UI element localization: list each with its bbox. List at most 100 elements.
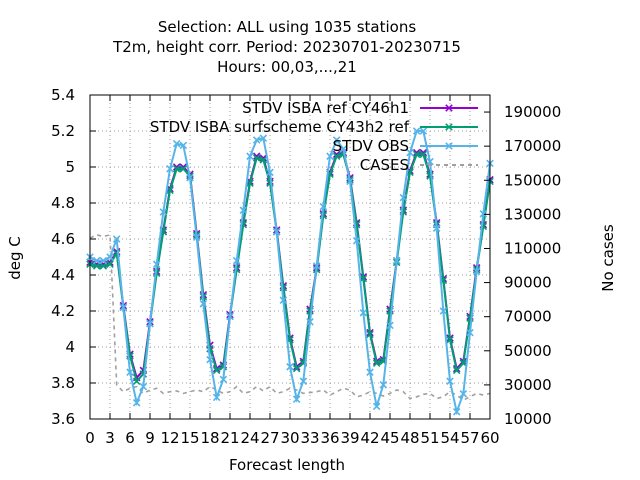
marker-stroke — [299, 377, 308, 385]
marker-stroke — [406, 148, 414, 157]
marker-stroke — [306, 318, 314, 326]
data-point — [126, 368, 134, 376]
marker-stroke — [172, 163, 181, 171]
y-axis-label: deg C — [6, 236, 24, 280]
legend-label: STDV ISBA surfscheme CY43h2 ref — [150, 118, 410, 136]
data-point — [392, 256, 401, 265]
data-point — [419, 150, 428, 159]
series-2 — [86, 127, 494, 416]
data-point — [459, 390, 468, 398]
legend-marker — [445, 142, 453, 150]
marker-stroke — [99, 262, 108, 270]
data-point — [92, 262, 101, 270]
marker-stroke — [372, 402, 381, 411]
data-point — [299, 377, 308, 385]
marker-stroke — [279, 283, 288, 292]
data-point — [132, 399, 141, 407]
data-point — [379, 381, 388, 389]
x-tick-label: 0 — [85, 429, 95, 447]
data-point — [106, 253, 114, 261]
marker-stroke — [119, 303, 128, 312]
data-point — [179, 165, 188, 173]
data-point — [259, 156, 268, 164]
marker-stroke — [386, 321, 394, 330]
marker-stroke — [339, 145, 348, 153]
marker-stroke — [132, 377, 141, 385]
y2-tick-label: 30000 — [504, 376, 552, 394]
y2-axis: 10000 30000 50000 70000 90000 110000 130000 150… — [484, 103, 561, 428]
data-point — [119, 303, 128, 312]
data-point — [412, 127, 421, 135]
marker-stroke — [379, 381, 388, 389]
x-tick-label: 54 — [440, 429, 459, 447]
legend-marker — [445, 123, 453, 131]
data-point — [112, 235, 121, 243]
x-tick-label: 15 — [180, 429, 199, 447]
marker-stroke — [419, 150, 428, 159]
marker-stroke — [366, 330, 374, 339]
marker-stroke — [372, 359, 381, 367]
data-point — [292, 395, 301, 403]
marker-stroke — [92, 262, 101, 270]
marker-stroke — [452, 408, 461, 416]
marker-stroke — [326, 152, 334, 160]
marker-stroke — [179, 165, 188, 173]
marker-stroke — [106, 260, 114, 268]
marker-stroke — [106, 253, 114, 261]
marker-stroke — [146, 319, 154, 328]
marker-stroke — [319, 202, 328, 211]
marker-stroke — [479, 210, 488, 218]
marker-stroke — [252, 136, 261, 144]
y-tick-label: 4.2 — [51, 302, 75, 320]
data-point — [312, 262, 321, 270]
marker-stroke — [412, 150, 421, 159]
data-point — [452, 366, 461, 375]
data-point — [319, 202, 328, 211]
data-point — [212, 366, 221, 375]
marker-stroke — [459, 390, 468, 398]
y2-tick-label: 110000 — [504, 239, 561, 257]
data-point — [446, 377, 454, 385]
y2-tick-label: 50000 — [504, 342, 552, 360]
marker-stroke — [226, 312, 234, 321]
marker-stroke — [272, 228, 281, 236]
chart-title-line-3: Hours: 00,03,...,21 — [217, 58, 357, 76]
data-point — [326, 152, 334, 160]
chart-title-line-1: Selection: ALL using 1035 stations — [158, 18, 417, 36]
marker-stroke — [332, 150, 341, 159]
marker-stroke — [359, 309, 368, 317]
marker-stroke — [332, 136, 341, 144]
marker-stroke — [286, 363, 294, 371]
marker-stroke — [199, 300, 208, 308]
marker-stroke — [246, 179, 254, 187]
data-point — [219, 375, 228, 384]
data-point — [446, 336, 454, 344]
marker-stroke — [126, 368, 134, 376]
marker-stroke — [392, 256, 401, 265]
legend-marker — [445, 104, 453, 112]
x-axis: 0 3 6 9 12 15 18 21 24 27 30 33 36 39 42 45 48 51 54 57 60 — [85, 95, 500, 447]
y-tick-label: 3.6 — [51, 410, 75, 428]
data-point — [186, 174, 194, 182]
legend-label: STDV ISBA ref CY46h1 — [242, 99, 409, 117]
marker-stroke — [139, 382, 148, 391]
data-point — [359, 309, 368, 317]
chart-title-line-2: T2m, height corr. Period: 20230701-20230… — [112, 38, 461, 56]
series-line — [89, 233, 491, 402]
marker-stroke — [419, 127, 428, 135]
y2-tick-label: 150000 — [504, 171, 561, 189]
x-tick-label: 48 — [400, 429, 419, 447]
marker-stroke — [445, 123, 453, 131]
marker-stroke — [366, 368, 374, 376]
marker-stroke — [332, 152, 341, 160]
marker-stroke — [426, 157, 434, 166]
data-point — [472, 267, 481, 276]
marker-stroke — [452, 366, 461, 375]
marker-stroke — [186, 174, 194, 182]
x-tick-label: 42 — [360, 429, 379, 447]
data-point — [172, 139, 181, 148]
marker-stroke — [252, 152, 261, 160]
marker-stroke — [352, 237, 361, 245]
data-point — [92, 256, 101, 265]
